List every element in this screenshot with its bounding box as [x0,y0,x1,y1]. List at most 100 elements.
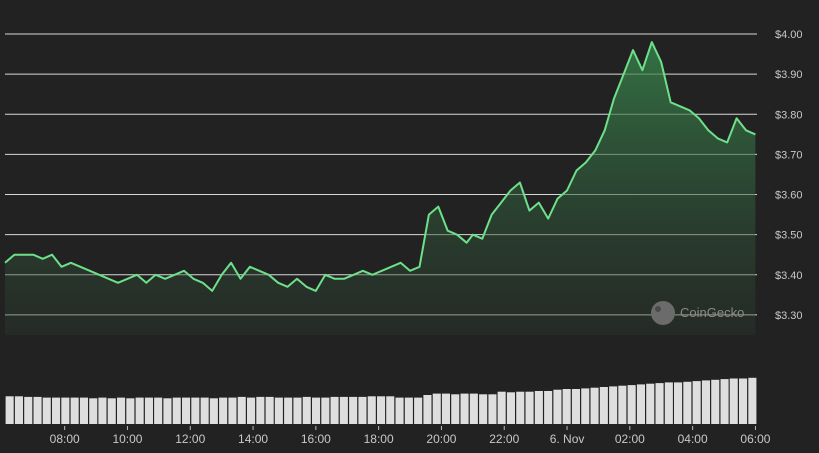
y-tick-label: $3.80 [775,109,803,121]
y-axis-labels: $3.30 $3.40 $3.50 $3.60 $3.70 $3.80 $3.90 $4.00 [775,29,803,322]
volume-bar [562,389,571,424]
volume-bar [358,396,367,424]
volume-bar [117,397,126,424]
volume-bar [506,392,515,424]
volume-bar [711,379,720,424]
volume-bar [720,379,729,424]
y-tick-label: $3.70 [775,149,803,161]
volume-bars [5,377,757,424]
volume-bar [79,397,88,424]
volume-bar [618,385,627,424]
volume-bar [423,395,432,424]
y-tick-label: $3.90 [775,69,803,81]
volume-bar [312,397,321,424]
volume-bar [729,378,738,424]
coingecko-logo-icon [651,301,675,325]
coingecko-logo-eye [655,306,661,312]
volume-bar [497,391,506,424]
volume-bar [14,396,23,424]
volume-bar [126,398,135,424]
volume-bar [516,391,525,424]
volume-bar [590,387,599,424]
volume-bar [293,397,302,424]
x-tick-label: 06:00 [740,432,770,446]
x-tick-label: 14:00 [238,432,268,446]
volume-bar [609,386,618,424]
volume-bar [525,391,534,424]
volume-bar [479,394,488,424]
watermark-text: CoinGecko [680,305,744,320]
volume-bar [664,382,673,424]
y-tick-label: $3.50 [775,230,803,242]
volume-bar [172,397,181,424]
x-axis-labels: 08:00 10:00 12:00 14:00 16:00 18:00 20:00 22:00… [50,426,771,446]
price-line [4,41,756,292]
watermark: CoinGecko [651,301,744,325]
volume-bar [98,397,107,424]
y-tick-label: $3.30 [775,310,803,322]
price-line-group [4,41,756,292]
volume-bar [377,396,386,424]
volume-bar [200,397,209,424]
volume-bar [367,396,376,424]
volume-bar [70,397,79,424]
volume-bar [748,377,757,424]
volume-bar [432,393,441,424]
volume-bar [247,397,256,424]
volume-bar [228,397,237,424]
gridlines [5,33,757,316]
volume-bar [154,397,163,424]
volume-bar [284,397,293,424]
volume-bar [469,393,478,424]
volume-bar [386,396,395,424]
x-tick-label: 16:00 [301,432,331,446]
volume-bar [237,396,246,424]
x-tick-label: 08:00 [50,432,80,446]
volume-bar [5,396,14,424]
volume-bar [182,397,191,424]
volume-bar [534,391,543,424]
volume-bar [256,396,265,424]
volume-bar [349,396,358,424]
x-tick-label: 12:00 [175,432,205,446]
volume-bar [739,378,748,424]
volume-bar [52,397,61,424]
volume-bar [330,396,339,424]
x-tick-label: 22:00 [489,432,519,446]
volume-bar [209,398,218,424]
volume-bar [302,396,311,424]
volume-bar [544,391,553,424]
volume-bar [674,382,683,424]
volume-bar [89,398,98,424]
volume-bar [404,397,413,424]
volume-bar [627,385,636,424]
y-tick-label: $4.00 [775,29,803,41]
volume-bar [339,396,348,424]
volume-bar [107,398,116,424]
volume-bar [395,397,404,424]
volume-bar [42,397,51,424]
volume-bar [701,380,710,424]
volume-bar [144,397,153,424]
volume-bar [683,381,692,424]
volume-bar [321,397,330,424]
x-tick-label: 02:00 [615,432,645,446]
volume-bar [451,394,460,424]
volume-bar [692,381,701,424]
volume-bar [646,383,655,424]
volume-bar [33,396,42,424]
price-area-fill [5,42,756,335]
x-tick-label: 10:00 [112,432,142,446]
volume-bar [135,397,144,424]
y-tick-label: $3.40 [775,270,803,282]
volume-bar [219,397,228,424]
volume-bar [571,389,580,424]
volume-bar [655,383,664,424]
volume-bar [553,389,562,424]
volume-bar [488,394,497,424]
volume-bar [163,398,172,424]
volume-bar [581,388,590,424]
volume-bar [274,397,283,424]
x-tick-label: 6. Nov [550,432,585,446]
